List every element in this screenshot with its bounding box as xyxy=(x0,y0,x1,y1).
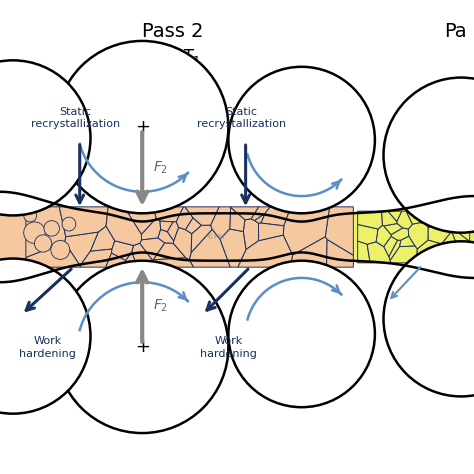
Text: Work
hardening: Work hardening xyxy=(200,336,257,358)
Polygon shape xyxy=(397,211,412,229)
Polygon shape xyxy=(111,241,134,260)
Polygon shape xyxy=(258,223,284,241)
Polygon shape xyxy=(327,239,353,267)
Polygon shape xyxy=(230,207,259,220)
Polygon shape xyxy=(388,211,402,221)
Text: Static
recrystallization: Static recrystallization xyxy=(197,107,286,129)
Polygon shape xyxy=(383,224,403,235)
Polygon shape xyxy=(261,207,291,226)
Text: Static
recrystallization: Static recrystallization xyxy=(31,107,120,129)
Polygon shape xyxy=(185,218,201,234)
Polygon shape xyxy=(158,229,173,243)
Circle shape xyxy=(228,261,375,407)
Polygon shape xyxy=(153,207,183,222)
Polygon shape xyxy=(358,211,383,229)
Polygon shape xyxy=(189,229,230,267)
Polygon shape xyxy=(325,207,353,255)
Circle shape xyxy=(35,235,52,252)
Polygon shape xyxy=(80,249,112,267)
Circle shape xyxy=(51,240,70,259)
Polygon shape xyxy=(382,211,397,226)
Polygon shape xyxy=(243,219,259,250)
Text: $F_2$: $F_2$ xyxy=(153,298,168,314)
Polygon shape xyxy=(390,246,417,263)
Polygon shape xyxy=(251,207,270,220)
Polygon shape xyxy=(26,207,66,257)
Circle shape xyxy=(56,41,228,213)
Text: Pa: Pa xyxy=(444,21,466,41)
Circle shape xyxy=(228,67,375,213)
Polygon shape xyxy=(220,229,246,267)
Polygon shape xyxy=(391,228,409,240)
Text: +: + xyxy=(135,338,150,356)
Polygon shape xyxy=(106,207,142,246)
Circle shape xyxy=(44,220,59,236)
Polygon shape xyxy=(428,225,453,244)
Circle shape xyxy=(24,222,45,244)
Polygon shape xyxy=(452,228,470,263)
Polygon shape xyxy=(429,252,463,263)
Text: Work
hardening: Work hardening xyxy=(19,336,76,358)
Text: +: + xyxy=(135,118,150,136)
Polygon shape xyxy=(238,235,292,267)
Polygon shape xyxy=(64,232,98,266)
Text: Pass 2: Pass 2 xyxy=(142,21,203,41)
Polygon shape xyxy=(151,258,193,267)
Circle shape xyxy=(383,78,474,233)
Circle shape xyxy=(0,60,91,216)
Polygon shape xyxy=(153,243,186,260)
Polygon shape xyxy=(400,236,415,246)
Polygon shape xyxy=(176,207,193,230)
Polygon shape xyxy=(173,228,192,260)
Polygon shape xyxy=(59,207,108,237)
Polygon shape xyxy=(26,242,81,267)
Polygon shape xyxy=(419,211,431,223)
Polygon shape xyxy=(210,207,230,239)
Text: ©FSI: ©FSI xyxy=(207,234,224,240)
Polygon shape xyxy=(417,240,443,263)
Text: $T_2<T_1$: $T_2<T_1$ xyxy=(144,47,201,67)
Circle shape xyxy=(62,217,76,231)
Polygon shape xyxy=(185,207,219,225)
Polygon shape xyxy=(376,225,391,246)
Polygon shape xyxy=(90,226,115,251)
Circle shape xyxy=(383,241,474,396)
Polygon shape xyxy=(384,237,397,256)
Polygon shape xyxy=(358,241,370,263)
Polygon shape xyxy=(408,223,428,249)
Polygon shape xyxy=(167,221,179,241)
Polygon shape xyxy=(441,231,464,263)
Polygon shape xyxy=(106,253,126,267)
Polygon shape xyxy=(283,207,329,255)
Polygon shape xyxy=(191,225,212,253)
Polygon shape xyxy=(291,237,327,267)
Circle shape xyxy=(56,261,228,433)
Polygon shape xyxy=(358,225,378,244)
Polygon shape xyxy=(424,218,456,228)
Polygon shape xyxy=(389,240,401,261)
Text: $F_2$: $F_2$ xyxy=(153,160,168,176)
Polygon shape xyxy=(0,192,357,282)
Polygon shape xyxy=(367,242,391,263)
Polygon shape xyxy=(406,211,420,224)
Polygon shape xyxy=(160,221,173,232)
Circle shape xyxy=(24,209,36,222)
Circle shape xyxy=(0,258,91,414)
Polygon shape xyxy=(125,252,137,267)
Polygon shape xyxy=(132,243,153,267)
Polygon shape xyxy=(353,196,474,278)
Polygon shape xyxy=(453,211,470,241)
Polygon shape xyxy=(255,214,265,223)
Polygon shape xyxy=(428,211,459,218)
Polygon shape xyxy=(141,218,161,240)
Polygon shape xyxy=(124,207,156,234)
Polygon shape xyxy=(230,208,245,232)
Polygon shape xyxy=(140,238,164,260)
